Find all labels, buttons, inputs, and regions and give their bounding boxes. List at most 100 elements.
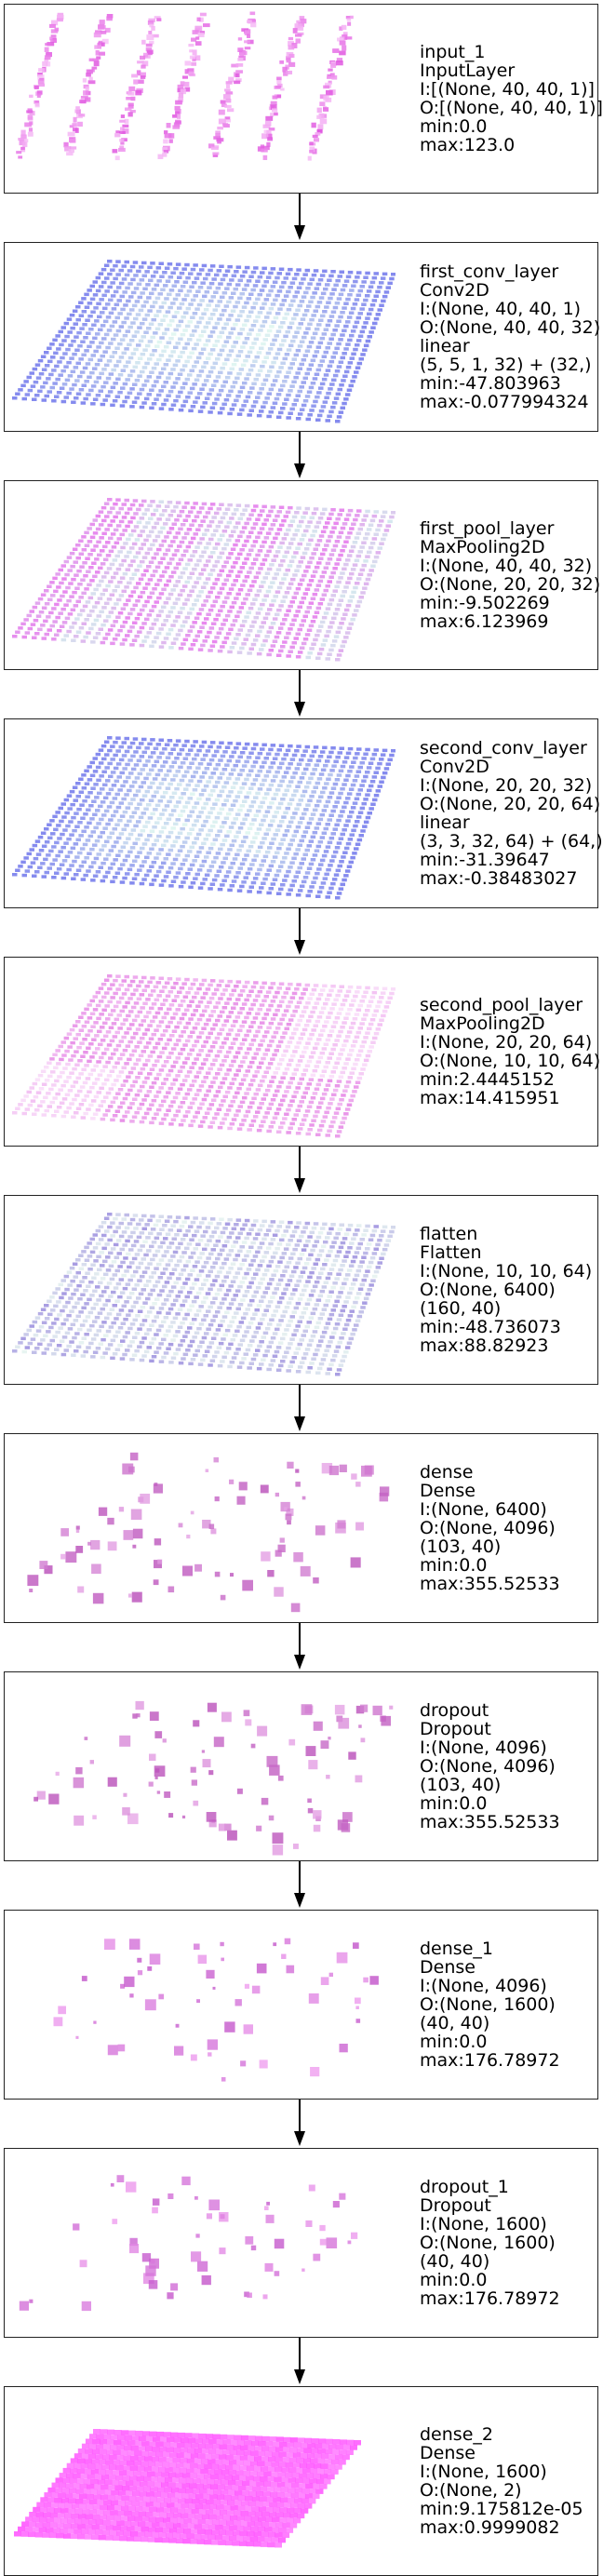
activation-cell (89, 847, 95, 852)
activation-cell (348, 549, 355, 553)
activation-cell (69, 789, 75, 794)
activation-cell (259, 765, 265, 769)
activation-cell (141, 750, 147, 755)
activation-cell (286, 1131, 291, 1134)
activation-cell (81, 591, 87, 596)
activation-cell (101, 293, 107, 298)
activation-cell (96, 540, 101, 544)
activation-cell (322, 269, 328, 274)
activation-cell (178, 1105, 183, 1109)
activation-cell (219, 503, 224, 506)
activation-cell (214, 798, 221, 802)
input-pixel (276, 80, 282, 85)
activation-cell (266, 329, 273, 333)
activation-cell (127, 269, 133, 273)
activation-cell (214, 815, 221, 820)
activation-cell (129, 264, 136, 269)
activation-cell (90, 879, 96, 882)
activation-cell (59, 863, 65, 866)
activation-cell (89, 999, 95, 1003)
activation-cell (151, 842, 157, 847)
activation-cell (24, 393, 31, 396)
activation-cell (303, 785, 310, 789)
activation-cell (110, 268, 115, 272)
activation-cell (143, 807, 149, 811)
activation-cell (175, 597, 181, 601)
activation-cell (333, 283, 339, 288)
activation-cell (144, 379, 150, 383)
activation-cell (149, 406, 154, 410)
activation-cell (237, 296, 243, 301)
activation-cell (38, 1087, 45, 1091)
activation-cell (268, 887, 274, 891)
activation-cell (178, 390, 183, 395)
activation-cell (293, 353, 300, 357)
activation-cell (314, 826, 320, 830)
activation-cell (247, 826, 253, 831)
activation-cell (313, 637, 318, 642)
activation-cell (328, 553, 335, 557)
activation-cell (69, 313, 75, 317)
activation-cell (75, 305, 81, 309)
activation-cell (105, 822, 111, 826)
activation-cell (325, 799, 331, 804)
activation-cell (34, 601, 41, 605)
activation-cell (316, 301, 323, 304)
activation-cell (67, 569, 73, 572)
max-value: max:123.0 (420, 134, 516, 155)
activation-cell (317, 993, 324, 997)
activation-cell (336, 297, 342, 301)
activation-cell (301, 1010, 307, 1013)
activation-cell (208, 758, 215, 762)
activation-cell (304, 633, 311, 637)
activation-cell (222, 856, 228, 861)
activation-cell (154, 1059, 160, 1063)
input-pixel (163, 139, 168, 144)
activation-cell (237, 331, 243, 336)
activation-cell (260, 509, 265, 513)
activation-grid (12, 974, 395, 1138)
activation-cell (260, 562, 265, 567)
activation-cell (55, 853, 60, 858)
activation-cell (124, 260, 129, 264)
activation-cell (217, 776, 222, 780)
activation-cell (168, 336, 174, 341)
activation-cell (161, 879, 167, 883)
activation-cell (355, 577, 362, 581)
activation-cell (225, 632, 232, 636)
activation-cell (84, 1094, 89, 1098)
activation-cell (144, 313, 151, 317)
input-pixel (166, 123, 171, 128)
activation-cell (159, 751, 165, 755)
activation-cell (247, 570, 252, 574)
activation-cell (255, 297, 261, 302)
activation-cell (113, 382, 118, 385)
input-pixel (73, 127, 78, 132)
activation-cell (239, 1100, 246, 1105)
activation-cell (352, 563, 358, 567)
activation-cell (335, 755, 341, 759)
activation-cell (93, 544, 99, 548)
activation-cell (48, 849, 54, 853)
activation-cell (141, 1098, 147, 1102)
input-stripes (16, 11, 354, 161)
activation-cell (252, 522, 259, 526)
activation-cell (223, 304, 230, 308)
activation-cell (92, 605, 98, 609)
activation-cell (113, 740, 118, 745)
activation-cell (358, 834, 364, 838)
activation-cell (127, 1070, 134, 1075)
activation-cell (87, 1016, 93, 1020)
activation-cell (295, 394, 301, 397)
activation-cell (307, 997, 313, 1000)
activation-cell (304, 349, 311, 353)
activation-cell (186, 832, 193, 836)
activation-cell (351, 760, 356, 764)
activation-cell (299, 776, 305, 780)
activation-cell (340, 644, 345, 649)
activation-cell (349, 356, 355, 360)
activation-cell (280, 1076, 286, 1080)
activation-cell (359, 1000, 365, 1003)
activation-cell (224, 763, 230, 767)
activation-cell (371, 275, 378, 280)
